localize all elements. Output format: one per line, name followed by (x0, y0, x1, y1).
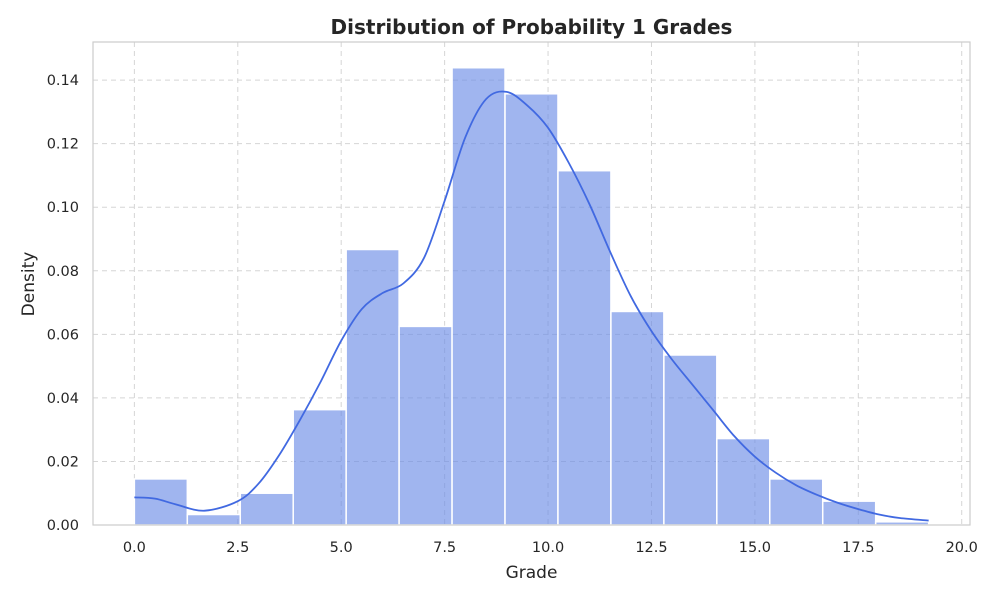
histogram-bar (557, 169, 612, 526)
histogram-bar (398, 325, 453, 526)
y-tick-label: 0.08 (47, 264, 79, 280)
x-tick-label: 2.5 (226, 540, 249, 556)
histogram-bar (716, 437, 771, 526)
histogram-bar (504, 93, 559, 526)
kde-curve (134, 90, 929, 522)
y-tick-label: 0.10 (47, 200, 79, 216)
histogram-bars (133, 66, 930, 526)
plot-frame (92, 41, 971, 526)
x-tick-label: 7.5 (433, 540, 456, 556)
x-tick-label: 20.0 (946, 540, 978, 556)
chart-title: Distribution of Probability 1 Grades (331, 15, 733, 39)
histogram-bar (769, 478, 824, 526)
y-tick-label: 0.12 (47, 137, 79, 153)
grid-lines (93, 42, 970, 526)
histogram-bar (821, 500, 877, 526)
histogram-bar (451, 66, 506, 526)
x-tick-label: 12.5 (635, 540, 667, 556)
histogram-bar (610, 310, 665, 526)
y-tick-label: 0.00 (47, 518, 79, 534)
histogram-bar (345, 248, 400, 526)
y-tick-label: 0.06 (47, 327, 79, 343)
y-tick-label: 0.02 (47, 454, 79, 470)
histogram-bar (133, 478, 189, 526)
histogram-bar (663, 354, 718, 526)
y-axis-ticks: 0.00 0.02 0.04 0.06 0.08 0.10 0.12 0.14 (47, 73, 79, 534)
x-axis-ticks: 0.0 2.5 5.0 7.5 10.0 12.5 15.0 17.5 20.0 (123, 540, 978, 556)
y-tick-label: 0.14 (47, 73, 79, 89)
y-axis-label: Density (19, 252, 39, 317)
x-axis-label: Grade (506, 563, 558, 583)
histogram-bar (239, 492, 294, 526)
x-tick-label: 10.0 (532, 540, 564, 556)
x-tick-label: 5.0 (330, 540, 353, 556)
x-tick-label: 15.0 (739, 540, 771, 556)
histogram-bar (186, 513, 242, 526)
histogram-bar (292, 408, 347, 526)
x-tick-label: 0.0 (123, 540, 146, 556)
x-tick-label: 17.5 (842, 540, 874, 556)
y-tick-label: 0.04 (47, 391, 79, 407)
